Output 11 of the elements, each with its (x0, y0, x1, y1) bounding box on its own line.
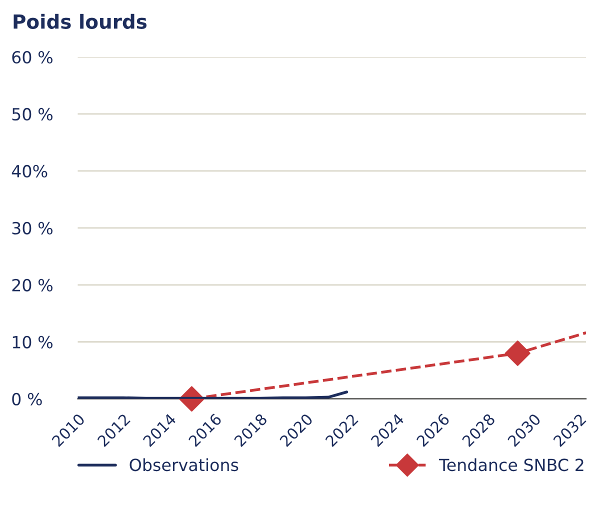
y-tick-label: 60 % (12, 50, 52, 64)
y-tick-label: 10 % (12, 336, 52, 348)
y-tick-label: 50 % (12, 108, 52, 121)
y-tick-label: 20 % (12, 278, 52, 292)
chart-title: Poids lourds (14, 14, 147, 29)
y-tick-label: 0 % (12, 392, 42, 406)
legend-label: Observations (130, 458, 238, 472)
legend-label: Tendance SNBC 2 (438, 458, 584, 472)
y-tick-label: 40% (12, 164, 48, 178)
line-series (78, 390, 348, 399)
y-tick-label: 30 % (12, 222, 52, 234)
